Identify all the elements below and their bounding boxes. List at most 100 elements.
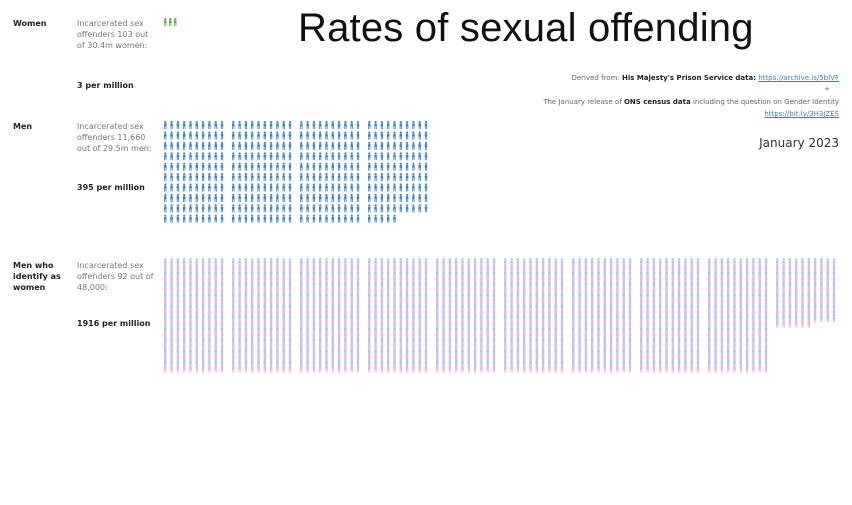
person-icon-men xyxy=(201,131,205,140)
person-icon-men xyxy=(220,162,224,171)
source-line-2: The January release of ONS census data i… xyxy=(543,98,839,106)
person-icon-men xyxy=(356,152,360,161)
person-icon-men xyxy=(356,183,360,192)
person-icon-tw xyxy=(726,364,730,373)
person-icon-men xyxy=(176,204,180,213)
person-icon-men xyxy=(386,152,390,161)
person-icon-men xyxy=(393,183,396,192)
person-icon-men xyxy=(182,141,186,150)
person-icon-tw xyxy=(696,364,700,373)
person-icon-men xyxy=(250,193,254,202)
person-icon-tw xyxy=(288,364,292,373)
person-icon-tw xyxy=(671,364,675,373)
person-icon-men xyxy=(232,204,235,213)
person-icon-men xyxy=(399,121,403,130)
person-icon-men xyxy=(399,131,403,140)
person-icon-tw xyxy=(300,364,303,373)
person-icon-men xyxy=(312,141,316,150)
person-icon-tw xyxy=(801,319,804,328)
person-icon-men xyxy=(380,193,384,202)
source-1-link[interactable]: https://archive.is/5bIVF xyxy=(758,74,839,82)
person-icon-men xyxy=(344,162,347,171)
person-icon-men xyxy=(276,131,279,140)
person-icon-men xyxy=(276,121,279,130)
person-icon-men xyxy=(282,131,285,140)
person-icon-men xyxy=(405,152,409,161)
women-icons xyxy=(164,18,177,27)
person-icon-men xyxy=(412,131,415,140)
person-icon-men xyxy=(214,173,217,182)
person-icon-men xyxy=(350,131,353,140)
person-icon-men xyxy=(263,152,267,161)
person-icon-men xyxy=(232,152,235,161)
person-icon-men xyxy=(393,121,396,130)
person-icon-men xyxy=(300,173,303,182)
person-icon-men xyxy=(393,193,396,202)
person-icon-men xyxy=(331,173,335,182)
person-icon-men xyxy=(312,162,316,171)
person-icon-men xyxy=(176,121,180,130)
person-icon-men xyxy=(331,204,335,213)
person-icon-men xyxy=(269,214,273,223)
person-icon-men xyxy=(201,121,205,130)
person-icon-men xyxy=(424,141,428,150)
person-icon-men xyxy=(337,162,341,171)
person-icon-tw xyxy=(263,364,267,373)
person-icon-men xyxy=(257,141,260,150)
person-icon-men xyxy=(214,131,217,140)
person-icon-men xyxy=(412,193,415,202)
person-icon-men xyxy=(318,193,322,202)
person-icon-men xyxy=(195,131,199,140)
row-label-men: Men xyxy=(13,122,33,131)
person-icon-men xyxy=(312,193,316,202)
person-icon-men xyxy=(201,173,205,182)
person-icon-tw xyxy=(652,364,656,373)
person-icon-men xyxy=(214,152,217,161)
person-icon-men xyxy=(201,193,205,202)
person-icon-men xyxy=(424,162,428,171)
source-2-link[interactable]: https://bit.ly/3H3jZES xyxy=(764,110,839,118)
person-icon-men xyxy=(201,183,205,192)
person-icon-men xyxy=(250,121,254,130)
person-icon-men xyxy=(399,141,403,150)
person-icon-tw xyxy=(628,364,632,373)
person-icon-men xyxy=(325,193,328,202)
person-icon-men xyxy=(244,173,248,182)
person-icon-men xyxy=(282,183,285,192)
person-icon-tw xyxy=(442,364,445,373)
person-icon-tw xyxy=(208,364,211,373)
person-icon-men xyxy=(189,193,192,202)
person-icon-men xyxy=(380,162,384,171)
person-icon-men xyxy=(250,173,254,182)
person-icon-men xyxy=(263,193,267,202)
person-icon-men xyxy=(195,162,199,171)
person-icon-men xyxy=(250,131,254,140)
person-icon-tw xyxy=(516,364,520,373)
person-icon-men xyxy=(269,183,273,192)
person-icon-tw xyxy=(826,314,829,323)
person-icon-men xyxy=(214,121,217,130)
person-icon-men xyxy=(368,162,371,171)
person-icon-men xyxy=(208,214,211,223)
person-icon-men xyxy=(374,183,377,192)
person-icon-tw xyxy=(232,364,235,373)
person-icon-men xyxy=(282,141,285,150)
person-icon-tw xyxy=(306,364,309,373)
person-icon-men xyxy=(368,131,371,140)
person-icon-men xyxy=(418,131,421,140)
person-icon-men xyxy=(337,152,341,161)
person-icon-tw xyxy=(578,364,581,373)
person-icon-men xyxy=(220,214,224,223)
person-icon-men xyxy=(250,204,254,213)
person-icon-men xyxy=(182,183,186,192)
person-icon-men xyxy=(418,193,421,202)
person-icon-men xyxy=(300,152,303,161)
person-icon-men xyxy=(318,141,322,150)
person-icon-men xyxy=(393,152,396,161)
person-icon-men xyxy=(288,214,292,223)
person-icon-men xyxy=(399,173,403,182)
person-icon-tw xyxy=(337,364,341,373)
person-icon-men xyxy=(374,141,377,150)
person-icon-men xyxy=(189,141,192,150)
tw-icons xyxy=(164,258,836,373)
